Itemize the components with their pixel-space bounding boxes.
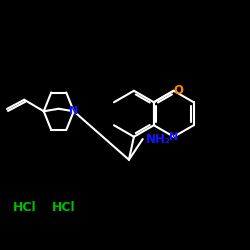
Text: N: N xyxy=(169,132,178,142)
Text: HCl: HCl xyxy=(52,201,76,214)
Text: HCl: HCl xyxy=(13,201,37,214)
Text: N: N xyxy=(69,106,78,116)
Text: NH₂: NH₂ xyxy=(146,132,171,145)
Text: O: O xyxy=(173,84,183,97)
